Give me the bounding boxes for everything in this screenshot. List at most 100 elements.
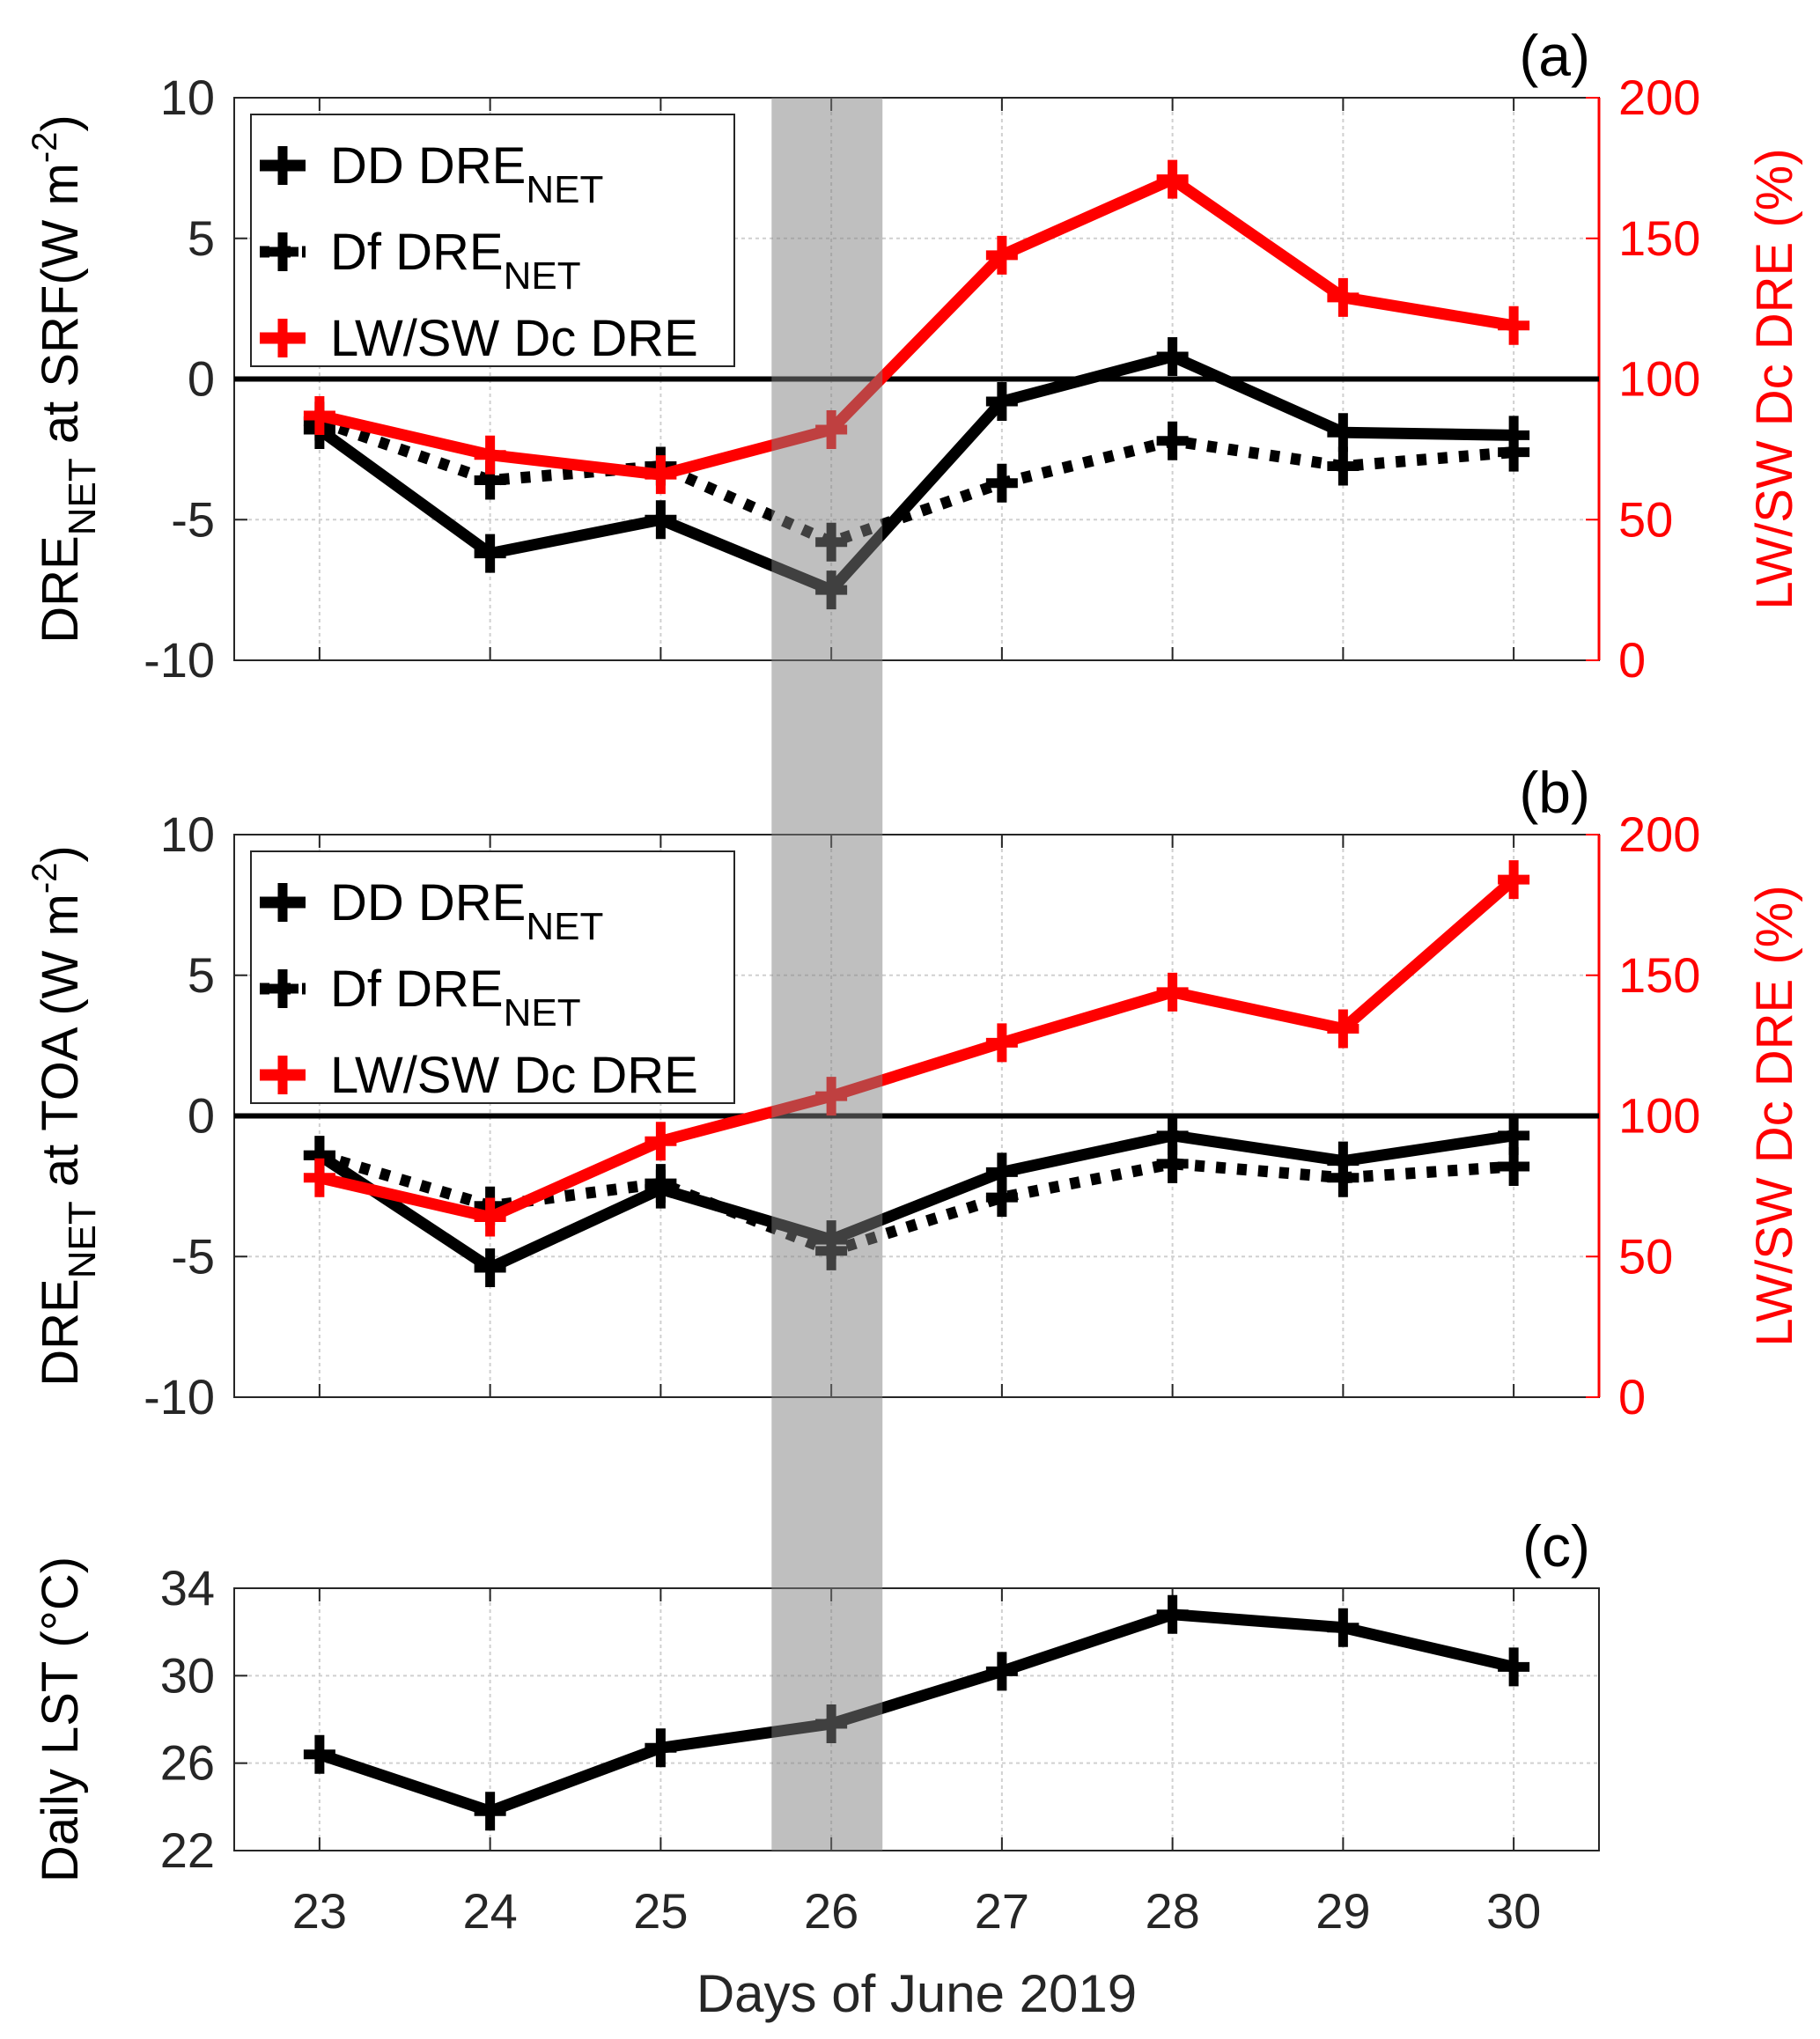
data-point-marker [1327,1009,1359,1049]
x-tick-label: 26 [804,1883,858,1939]
data-point-marker [474,534,506,573]
legend-entry: Df DRENET [330,961,581,1034]
x-tick-label: 29 [1315,1883,1370,1939]
data-point-marker [1156,336,1189,376]
y-right-tick-label: 100 [1618,1088,1700,1144]
y-axis-label-unit: at TOA (W m [32,894,89,1201]
legend-marker [267,146,298,185]
series-line-0 [316,1130,1515,1275]
panel-c: 34 30 26 22 (c) Daily LST (°C) 23 24 25 26 27 28 29 3… [32,1513,1600,2023]
data-point-marker [1498,432,1530,472]
legend-box [250,114,735,367]
data-point-marker [1327,413,1359,453]
data-point-marker [1498,1147,1530,1187]
legend-entry-label: Df DRE [330,961,504,1018]
y-tick-label: 5 [188,947,215,1003]
highlight-band [771,98,883,1851]
y-tick-label: 0 [188,351,215,407]
legend-entry: DD DRENET [330,874,603,948]
y-axis-label-main: DRE [32,1278,89,1386]
legend-marker [267,1056,298,1094]
data-point-marker [1156,1144,1189,1183]
data-point-marker [985,235,1018,275]
legend-entry: Df DRENET [330,224,581,298]
y-tick-label: -10 [144,1369,215,1424]
y-tick-label: 10 [160,70,215,125]
data-point-marker [985,1178,1018,1218]
data-point-marker [1327,446,1359,486]
data-point-marker [1156,159,1189,199]
data-point-marker [645,1122,677,1161]
data-point-marker [645,1728,677,1768]
legend-entry-label: DD DRE [330,137,526,195]
series-line-2 [318,173,1515,481]
y-tick-label: -5 [171,491,215,547]
y-right-tick-label: 50 [1618,1228,1673,1284]
data-point-marker [1156,1594,1189,1634]
y-right-tick-label: 0 [1618,632,1646,688]
x-tick-label: 24 [462,1883,517,1939]
panel-label: (a) [1519,23,1590,88]
data-point-marker [1498,860,1530,900]
series-line-0 [316,350,1514,597]
legend-entry-subscript: NET [526,905,603,948]
legend-box [250,850,735,1104]
data-point-marker [474,1248,506,1288]
y-right-tick-label: 50 [1618,491,1673,547]
y-right-axis-label: LW/SW Dc DRE (%) [1746,885,1803,1346]
data-point-marker [303,1158,335,1197]
y-axis-label-superscript: -2 [26,863,64,894]
y-axis-label-main: DRE [32,535,89,643]
legend-entry-label: Df DRE [330,224,504,281]
legend-entry-subscript: NET [526,168,603,211]
y-right-axis-label: LW/SW Dc DRE (%) [1746,148,1803,609]
series-line-0 [317,1608,1515,1818]
data-point-marker [985,463,1018,503]
data-point-marker [985,382,1018,422]
data-point-marker [985,1652,1018,1691]
x-tick-label: 25 [633,1883,688,1939]
legend-entry: LW/SW Dc DRE [330,1047,698,1104]
y-right-tick-label: 200 [1618,70,1700,125]
axes-box [233,1587,1600,1851]
panel-label: (b) [1519,760,1590,825]
legend-marker [267,969,298,1008]
y-tick-label: 0 [188,1088,215,1144]
y-tick-label: -10 [144,632,215,688]
x-tick-label: 27 [975,1883,1029,1939]
y-right-tick-label: 150 [1618,947,1700,1003]
series-line-2 [318,875,1518,1224]
y-axis-label-subscript: NET [61,1201,104,1278]
legend-entry-label: DD DRE [330,874,526,931]
series-line-1 [317,416,1514,548]
y-tick-label: 22 [160,1822,215,1878]
data-point-marker [1327,1608,1359,1647]
legend-marker [267,883,298,922]
data-point-marker [645,500,677,540]
x-axis-label: Days of June 2019 [696,1964,1137,2023]
y-axis-label-superscript: -2 [26,132,64,164]
y-axis-label-end: ) [32,114,89,131]
y-tick-label: -5 [171,1228,215,1284]
legend-entry-label: LW/SW Dc DRE [330,1047,698,1104]
y-right-tick-label: 200 [1618,806,1700,862]
data-point-marker [1156,972,1189,1012]
legend-entry-label: LW/SW Dc DRE [330,310,698,367]
y-tick-label: 10 [160,806,215,862]
legend-entry-subscript: NET [504,254,581,298]
x-tick-label: 30 [1486,1883,1541,1939]
data-point-marker [1498,1647,1530,1687]
y-axis-label: Daily LST (°C) [32,1557,89,1882]
y-axis-label-end: ) [32,845,89,862]
data-point-marker [474,1792,506,1831]
data-point-marker [474,1197,506,1237]
y-axis-label: DRENET at SRF(W m-2) [26,114,104,643]
y-right-tick-label: 150 [1618,210,1700,266]
x-tick-label: 28 [1145,1883,1199,1939]
y-axis-label-main: Daily LST (°C) [32,1557,89,1882]
